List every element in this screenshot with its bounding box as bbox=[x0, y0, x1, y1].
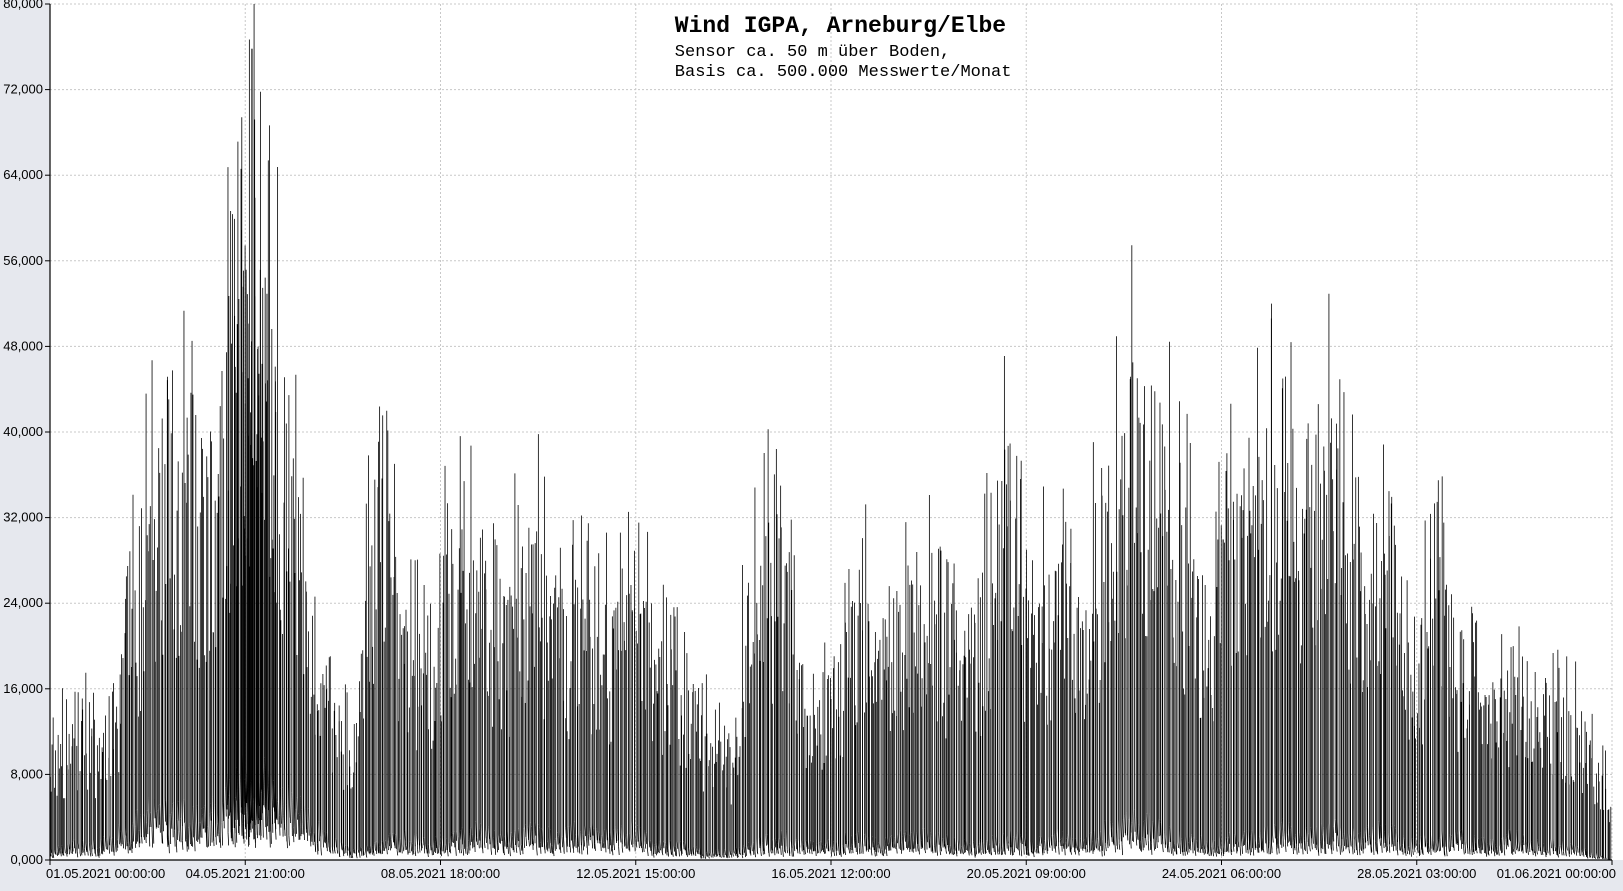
x-tick-label: 01.05.2021 00:00:00 bbox=[46, 866, 165, 881]
y-tick-label: 24,000 bbox=[3, 595, 43, 610]
chart-subtitle-1: Sensor ca. 50 m über Boden, bbox=[675, 43, 950, 62]
x-tick-label: 08.05.2021 18:00:00 bbox=[381, 866, 500, 881]
y-tick-label: 32,000 bbox=[3, 510, 43, 525]
x-tick-label: 04.05.2021 21:00:00 bbox=[186, 866, 305, 881]
chart-title: Wind IGPA, Arneburg/Elbe bbox=[675, 13, 1006, 39]
y-tick-label: 56,000 bbox=[3, 253, 43, 268]
x-tick-label: 12.05.2021 15:00:00 bbox=[576, 866, 695, 881]
wind-chart-panel: 0,000 8,000 16,000 24,000 32,000 40,000 48,000… bbox=[0, 0, 1623, 891]
chart-subtitle-2: Basis ca. 500.000 Messwerte/Monat bbox=[675, 63, 1012, 82]
x-tick-label: 24.05.2021 06:00:00 bbox=[1162, 866, 1281, 881]
y-tick-label: 64,000 bbox=[3, 167, 43, 182]
y-tick-label: 8,000 bbox=[10, 766, 43, 781]
x-tick-label: 28.05.2021 03:00:00 bbox=[1357, 866, 1476, 881]
y-tick-label: 0,000 bbox=[10, 852, 43, 867]
x-tick-label: 20.05.2021 09:00:00 bbox=[967, 866, 1086, 881]
wind-chart-svg: 0,000 8,000 16,000 24,000 32,000 40,000 48,000… bbox=[0, 0, 1623, 891]
y-tick-label: 48,000 bbox=[3, 338, 43, 353]
x-tick-label: 01.06.2021 00:00:00 bbox=[1497, 866, 1616, 881]
y-tick-label: 16,000 bbox=[3, 681, 43, 696]
x-tick-label: 16.05.2021 12:00:00 bbox=[771, 866, 890, 881]
y-tick-label: 72,000 bbox=[3, 82, 43, 97]
y-tick-label: 40,000 bbox=[3, 424, 43, 439]
y-tick-label: 80,000 bbox=[3, 0, 43, 11]
